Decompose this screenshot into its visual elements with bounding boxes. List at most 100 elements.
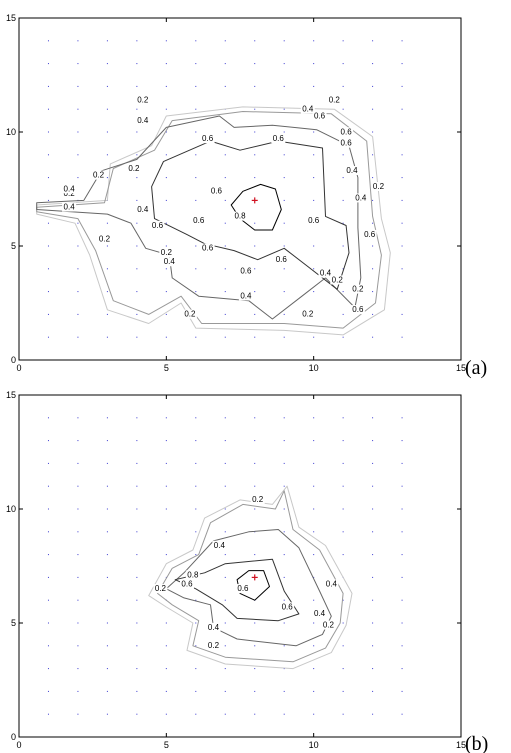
- grid-point: [77, 313, 79, 315]
- y-tick-label: 15: [6, 390, 16, 400]
- grid-point: [165, 462, 167, 464]
- grid-point: [47, 245, 49, 247]
- x-tick-label: 10: [309, 363, 319, 373]
- contour-label: 0.4: [208, 623, 220, 632]
- grid-point: [165, 177, 167, 179]
- contour-label: 0.6: [181, 580, 193, 589]
- grid-point: [224, 245, 226, 247]
- grid-point: [283, 599, 285, 601]
- grid-point: [136, 690, 138, 692]
- contour-label: 0.6: [273, 134, 285, 143]
- grid-point: [136, 713, 138, 715]
- x-tick-label: 5: [164, 363, 169, 373]
- grid-point: [136, 63, 138, 65]
- grid-point: [106, 154, 108, 156]
- grid-point: [283, 336, 285, 338]
- grid-point: [77, 668, 79, 670]
- grid-point: [224, 531, 226, 533]
- grid-point: [106, 690, 108, 692]
- grid-point: [224, 485, 226, 487]
- grid-point: [254, 713, 256, 715]
- grid-point: [106, 108, 108, 110]
- grid-point: [254, 336, 256, 338]
- grid-point: [372, 131, 374, 133]
- grid-point: [47, 462, 49, 464]
- grid-point: [136, 222, 138, 224]
- grid-point: [77, 108, 79, 110]
- contour-line: [165, 529, 332, 647]
- grid-point: [254, 690, 256, 692]
- grid-point: [77, 690, 79, 692]
- contour-line: [157, 490, 344, 663]
- contour-label: 0.2: [93, 171, 105, 180]
- grid-point: [195, 462, 197, 464]
- contour-label-bg: [324, 579, 339, 589]
- grid-point: [165, 268, 167, 270]
- grid-point: [106, 576, 108, 578]
- grid-point: [77, 417, 79, 419]
- grid-point: [372, 40, 374, 42]
- contour-label-bg: [209, 186, 224, 196]
- grid-point: [313, 85, 315, 87]
- grid-point: [254, 85, 256, 87]
- grid-point: [47, 291, 49, 293]
- grid-point: [254, 417, 256, 419]
- grid-point: [224, 668, 226, 670]
- grid-point: [195, 245, 197, 247]
- grid-point: [313, 336, 315, 338]
- grid-point: [372, 554, 374, 556]
- contour-label: 0.6: [314, 111, 326, 120]
- grid-point: [106, 417, 108, 419]
- contour-label-bg: [233, 211, 247, 221]
- grid-point: [77, 40, 79, 42]
- grid-point: [195, 645, 197, 647]
- grid-point: [342, 245, 344, 247]
- grid-point: [106, 245, 108, 247]
- contour-label-bg: [306, 216, 321, 226]
- grid-point: [106, 622, 108, 624]
- grid-point: [165, 713, 167, 715]
- grid-point: [224, 63, 226, 65]
- y-tick-label: 5: [11, 241, 16, 251]
- grid-point: [106, 63, 108, 65]
- grid-point: [401, 291, 403, 293]
- contour-label: 0.2: [184, 310, 196, 319]
- grid-point: [401, 668, 403, 670]
- grid-point: [165, 554, 167, 556]
- contour-label-bg: [62, 202, 77, 212]
- grid-point: [77, 177, 79, 179]
- contour-line: [36, 106, 391, 336]
- grid-point: [342, 668, 344, 670]
- grid-point: [283, 576, 285, 578]
- contour-label: 0.8: [187, 570, 199, 579]
- contour-label-bg: [300, 104, 315, 114]
- grid-point: [47, 154, 49, 156]
- grid-point: [224, 291, 226, 293]
- grid-point: [136, 645, 138, 647]
- contour-label: 0.2: [161, 248, 173, 257]
- grid-point: [283, 417, 285, 419]
- contour-label-bg: [280, 602, 295, 612]
- contour-label-bg: [300, 309, 315, 319]
- grid-point: [47, 336, 49, 338]
- grid-point: [342, 313, 344, 315]
- grid-point: [195, 531, 197, 533]
- contour-label-bg: [271, 134, 286, 144]
- grid-point: [283, 291, 285, 293]
- x-tick-label: 10: [309, 740, 319, 750]
- grid-point: [165, 40, 167, 42]
- grid-point: [372, 108, 374, 110]
- contour-label: 0.4: [64, 203, 76, 212]
- grid-point: [165, 508, 167, 510]
- grid-point: [372, 690, 374, 692]
- grid-point: [47, 177, 49, 179]
- contour-label: 0.4: [320, 269, 332, 278]
- grid-point: [47, 713, 49, 715]
- contour-label: 0.2: [208, 641, 220, 650]
- grid-point: [342, 645, 344, 647]
- grid-point: [283, 199, 285, 201]
- grid-point: [77, 336, 79, 338]
- grid-point: [77, 245, 79, 247]
- grid-point: [401, 108, 403, 110]
- grid-point: [136, 440, 138, 442]
